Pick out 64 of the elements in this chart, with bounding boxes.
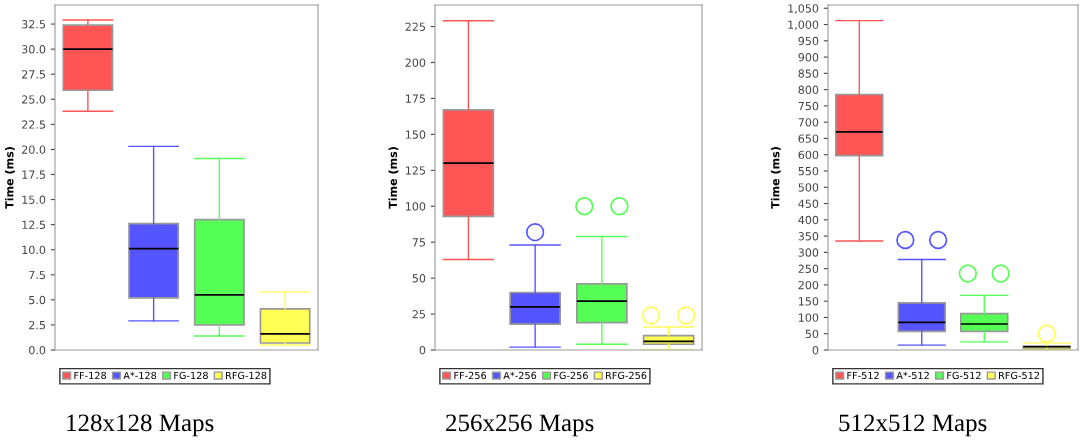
y-tick-label: 27.5 bbox=[22, 70, 45, 79]
legend-label: FG-512 bbox=[947, 371, 981, 380]
y-tick-label: 10.0 bbox=[22, 245, 46, 255]
y-tick-label: 300 bbox=[798, 248, 819, 257]
y-tick-label: 5.0 bbox=[29, 295, 46, 305]
y-tick-label: 20.0 bbox=[22, 145, 46, 154]
y-tick-label: 900 bbox=[798, 53, 819, 62]
legend-label: FG-256 bbox=[554, 371, 588, 380]
y-tick-label: 30.0 bbox=[22, 45, 46, 54]
y-tick-label: 850 bbox=[798, 69, 819, 78]
text: 512x512 Maps bbox=[839, 414, 987, 437]
y-tick-label: 450 bbox=[798, 199, 819, 208]
y-axis-title: Time (ms) bbox=[770, 147, 781, 209]
y-axis-title: Time (ms) bbox=[388, 147, 399, 209]
legend-label: FF-512 bbox=[847, 371, 879, 380]
y-tick-label: 175 bbox=[405, 94, 425, 103]
y-tick-label: 17.5 bbox=[22, 170, 45, 179]
y-tick-label: 400 bbox=[798, 215, 819, 225]
y-tick-label: 1,050 bbox=[788, 4, 819, 14]
y-tick-label: 2.5 bbox=[29, 320, 45, 330]
y-tick-label: 650 bbox=[798, 134, 819, 143]
text: 256x256 Maps bbox=[446, 414, 594, 437]
text: 128x128 Maps bbox=[67, 414, 214, 437]
y-tick-label: 1,000 bbox=[788, 20, 819, 31]
legend-label: RFG-512 bbox=[999, 371, 1040, 380]
y-tick-label: 750 bbox=[798, 101, 819, 111]
legend-label: A*-256 bbox=[503, 371, 537, 380]
legend-label: RFG-256 bbox=[606, 371, 647, 380]
legend-label: FG-128 bbox=[174, 371, 208, 380]
y-tick-label: 15.0 bbox=[22, 195, 46, 204]
y-tick-label: 350 bbox=[798, 232, 819, 241]
y-tick-label: 150 bbox=[798, 297, 819, 306]
y-tick-label: 950 bbox=[798, 36, 819, 46]
y-axis-title: Time (ms) bbox=[4, 147, 15, 209]
y-tick-label: 125 bbox=[405, 166, 425, 175]
y-tick-label: 50 bbox=[805, 329, 819, 339]
y-tick-label: 150 bbox=[405, 130, 426, 139]
y-tick-label: 250 bbox=[798, 264, 819, 274]
legend-label: FF-128 bbox=[74, 371, 107, 380]
y-tick-label: 500 bbox=[798, 183, 819, 192]
legend-label: FF-256 bbox=[454, 371, 487, 380]
y-tick-label: 200 bbox=[798, 280, 819, 290]
y-tick-label: 25 bbox=[412, 310, 425, 319]
y-tick-label: 25.0 bbox=[22, 95, 46, 104]
y-tick-label: 7.5 bbox=[29, 270, 45, 280]
y-tick-label: 75 bbox=[412, 238, 425, 247]
y-tick-label: 200 bbox=[405, 58, 426, 67]
y-tick-label: 50 bbox=[412, 274, 426, 283]
y-tick-label: 32.5 bbox=[22, 20, 45, 29]
y-tick-label: 0 bbox=[419, 345, 426, 355]
y-tick-label: 700 bbox=[798, 118, 819, 127]
legend-label: A*-128 bbox=[123, 371, 157, 380]
y-tick-label: 12.5 bbox=[22, 220, 45, 230]
legend-label: RFG-128 bbox=[226, 371, 267, 380]
y-tick-label: 100 bbox=[798, 313, 819, 322]
y-tick-label: 100 bbox=[405, 202, 426, 211]
y-tick-label: 800 bbox=[798, 85, 819, 94]
y-tick-label: 550 bbox=[798, 166, 819, 176]
y-tick-label: 22.5 bbox=[22, 120, 45, 129]
y-tick-label: 0.0 bbox=[29, 345, 46, 355]
y-tick-label: 600 bbox=[798, 150, 819, 160]
y-tick-label: 0 bbox=[812, 345, 819, 355]
legend-label: A*-512 bbox=[896, 371, 929, 380]
y-tick-label: 225 bbox=[405, 22, 425, 31]
